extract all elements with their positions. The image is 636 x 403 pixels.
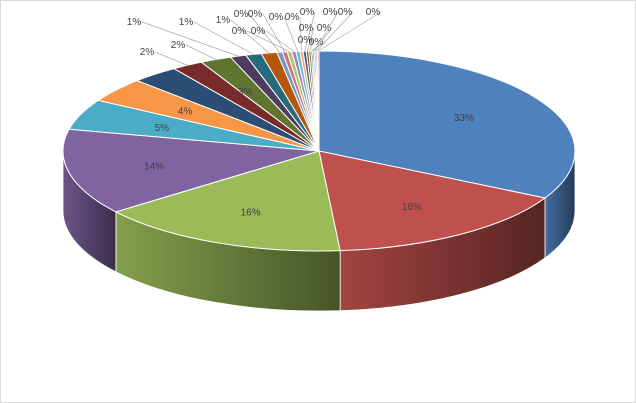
pie-slice	[114, 150, 341, 252]
slice-label: 1%	[127, 17, 142, 28]
leader-line	[154, 51, 188, 66]
slice-label: 1%	[179, 17, 194, 28]
slice-label: 0%	[232, 26, 247, 37]
leader-line	[304, 11, 316, 52]
leader-line	[193, 21, 254, 55]
slice-label: 0%	[300, 7, 315, 18]
leader-line	[313, 27, 333, 52]
leader-line	[262, 13, 286, 53]
leader-line	[318, 11, 382, 52]
slice-label: 0%	[298, 35, 313, 46]
slice-label: 0%	[366, 7, 381, 18]
leader-line	[230, 19, 270, 54]
slice-label: 16%	[241, 207, 261, 218]
slice-label: 0%	[338, 7, 353, 18]
slice-label: 5%	[155, 123, 170, 134]
slice-label: 0%	[248, 9, 263, 20]
slice-label: 2%	[171, 40, 186, 51]
pie-slice	[318, 50, 576, 199]
slice-label: 0%	[269, 12, 284, 23]
leader-line	[246, 30, 290, 52]
slice-label: 0%	[309, 37, 324, 48]
leader-line	[314, 11, 339, 52]
leader-line	[307, 27, 315, 52]
pie-sides	[62, 150, 576, 312]
slice-label: 0%	[234, 9, 249, 20]
leader-line	[248, 13, 280, 53]
slice-label: 0%	[323, 7, 338, 18]
leader-line	[185, 44, 216, 60]
leader-line	[141, 21, 239, 57]
slice-label: 4%	[178, 107, 193, 118]
slice-label: 0%	[299, 23, 314, 34]
slice-label: 33%	[454, 113, 474, 124]
slice-label: 1%	[216, 15, 231, 26]
leader-line	[309, 39, 314, 52]
slice-label: 14%	[144, 161, 164, 172]
leader-line	[299, 16, 302, 52]
pie-top	[62, 50, 576, 252]
pie-labels: 33%16%16%14%5%4%3%2%2%1% 1% 1%0% 0%0% 0%0% 0%…	[127, 7, 474, 218]
slice-label: 16%	[402, 202, 422, 213]
leader-line	[265, 30, 295, 52]
pie-slice	[318, 150, 547, 252]
leader-line	[316, 11, 354, 52]
leader-line	[283, 16, 299, 52]
slice-label: 3%	[238, 87, 253, 98]
slice-label: 0%	[285, 12, 300, 23]
pie-slice	[62, 128, 320, 213]
slice-label: 0%	[317, 23, 332, 34]
slice-label: 0%	[251, 26, 266, 37]
slice-label: 2%	[140, 47, 155, 58]
